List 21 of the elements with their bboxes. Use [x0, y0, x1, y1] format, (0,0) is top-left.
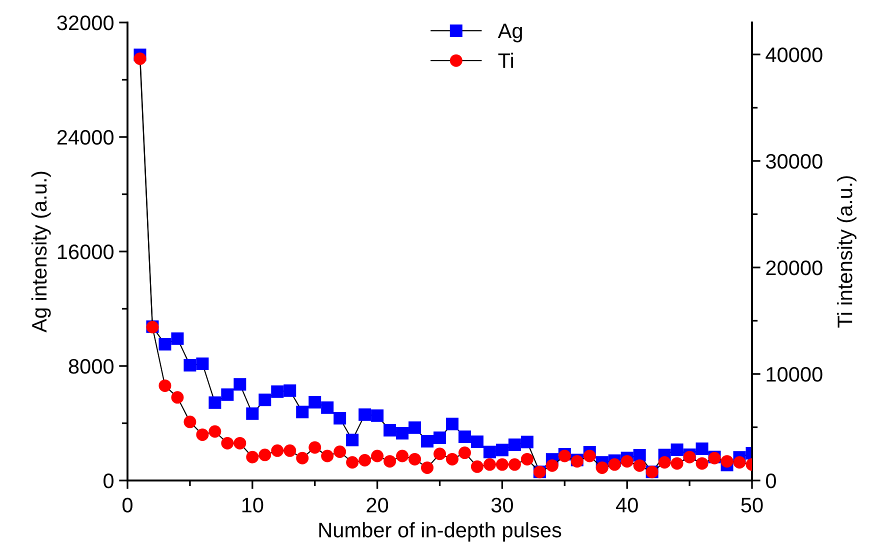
y2-tick-label: 10000 [766, 366, 822, 382]
x-tick-label: 50 [741, 498, 763, 512]
x-axis-title: Number of in-depth pulses [319, 522, 562, 542]
x-tick-label: 30 [491, 498, 513, 512]
y2-tick-label: 40000 [766, 47, 822, 62]
x-tick-label: 20 [366, 498, 388, 512]
y-tick-label: 16000 [58, 244, 114, 260]
x-tick-label: 40 [616, 498, 638, 512]
y-axis-title: Ag intensity (a.u.) [31, 172, 51, 333]
y2-axis-title: Ti intensity (a.u.) [837, 176, 856, 328]
x-tick-label: 0 [122, 498, 132, 512]
legend-label: Ti [498, 52, 513, 68]
y-tick-label: 24000 [57, 130, 114, 145]
legend-label: Ag [498, 24, 522, 42]
y-tick-label: 32000 [57, 16, 114, 30]
y2-tick-label: 0 [766, 474, 776, 488]
y-tick-label: 8000 [68, 359, 114, 374]
x-tick-label: 10 [242, 498, 264, 512]
y2-tick-label: 30000 [766, 154, 822, 169]
y-tick-label: 0 [104, 474, 114, 488]
y2-tick-label: 20000 [766, 260, 822, 276]
